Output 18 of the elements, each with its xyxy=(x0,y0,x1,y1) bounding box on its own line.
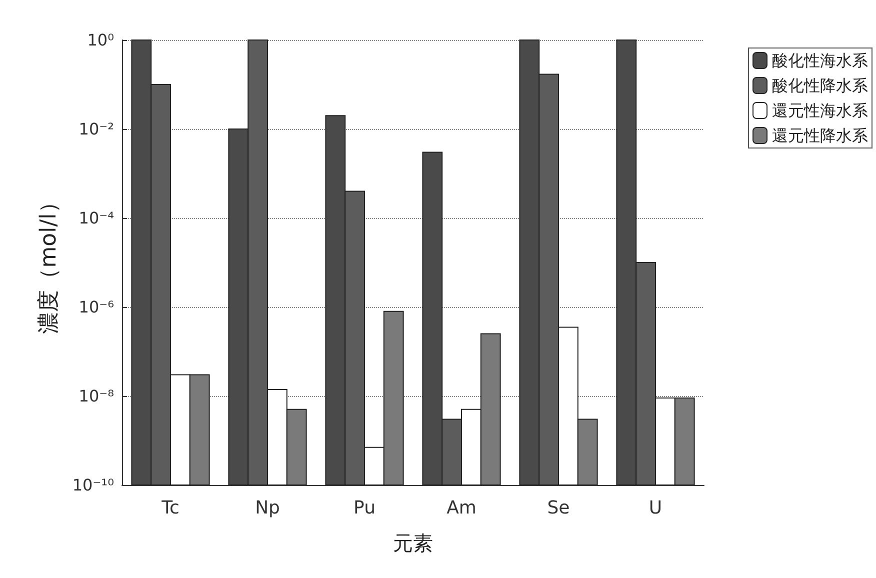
y-tick-label: 10⁻⁸ xyxy=(78,386,114,406)
x-tick-label: Pu xyxy=(354,498,376,518)
x-tick-label: Se xyxy=(547,498,570,518)
y-tick-label: 10⁻⁶ xyxy=(78,298,114,316)
x-tick-label: U xyxy=(648,498,662,518)
x-tick-label: Am xyxy=(446,498,476,518)
y-tick-label: 10⁻¹⁰ xyxy=(72,476,114,494)
y-tick-label: 10⁻⁴ xyxy=(78,208,114,228)
legend-label: 還元性降水系 xyxy=(772,126,868,145)
y-tick-label: 10⁻² xyxy=(78,120,114,138)
y-axis-title: 濃度（mol/l） xyxy=(36,191,62,334)
legend-label: 酸化性降水系 xyxy=(772,76,868,95)
legend-label: 還元性海水系 xyxy=(772,101,868,120)
legend-label: 酸化性海水系 xyxy=(772,51,868,70)
x-tick-label: Tc xyxy=(160,498,180,518)
y-tick-label: 10⁰ xyxy=(87,30,114,50)
x-axis-title: 元素 xyxy=(393,531,433,555)
x-tick-label: Np xyxy=(255,498,280,518)
